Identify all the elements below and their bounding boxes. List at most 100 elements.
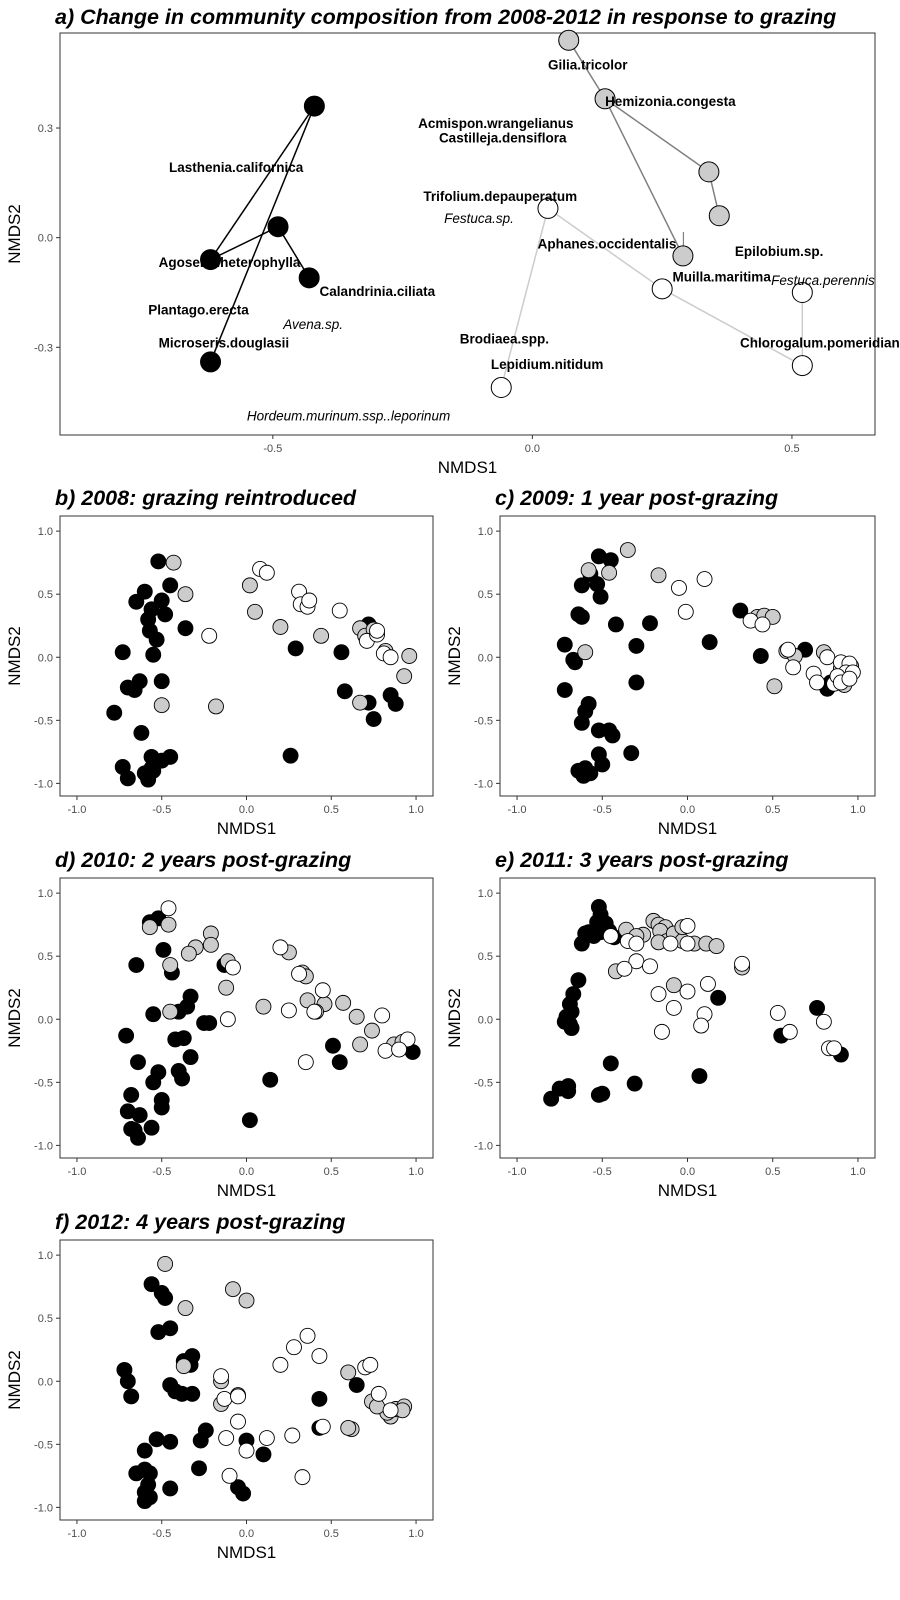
data-point-black [365,711,382,728]
data-point-black [106,704,123,721]
data-point-white [602,928,619,944]
y-tick-label: -1.0 [474,778,493,790]
data-point-black [331,1054,348,1071]
x-tick-label: 0.0 [680,804,695,816]
data-point-black [570,972,587,989]
species-label: Trifolium.depauperatum [423,189,577,204]
data-point-grey [558,29,580,51]
data-point-black [556,636,573,653]
x-tick-label: 1.0 [408,1528,423,1540]
x-tick-label: 1.0 [850,1166,865,1178]
data-point-white [286,1339,302,1356]
data-point-white [653,1023,670,1040]
x-tick-label: 0.0 [239,804,254,816]
data-point-black [628,674,645,691]
panel-d: d) 2010: 2 years post-grazing -1.0 -0.5 0.0… [5,848,434,1200]
data-point-black [148,631,165,648]
data-point-black [167,1031,184,1048]
panel-a: a) Change in community composition from … [5,5,900,477]
data-point-white [160,900,177,917]
data-point-white [306,1003,323,1020]
data-point-white [272,939,289,956]
data-point-white [651,278,673,300]
data-point-white [815,1013,832,1030]
data-point-grey [177,586,194,603]
species-label: Epilobium.sp. [735,244,824,259]
y-tick-label: -1.0 [34,778,53,790]
trajectory-line-grey [568,39,606,100]
data-point-white [362,1356,379,1373]
y-tick-label: 0.3 [38,123,53,135]
y-tick-label: 0.0 [38,1376,53,1388]
data-point-black [162,1433,179,1450]
data-point-grey [208,698,224,715]
data-point-grey [177,1300,194,1317]
trajectory-line-grey [604,98,710,173]
y-tick-label: 0.0 [38,652,53,664]
x-tick-label: -0.5 [152,804,171,816]
data-point-black [809,999,825,1016]
trajectory-line-white [500,208,549,388]
data-point-white [216,1390,233,1407]
data-point-grey [708,205,730,227]
data-point-white [221,1467,238,1484]
species-label: Microseris.douglasii [159,335,290,350]
y-tick-label: 1.0 [478,526,493,538]
data-point-black [325,1037,341,1054]
x-tick-label: 0.0 [525,443,540,455]
x-tick-label: -0.5 [152,1166,171,1178]
data-point-black [333,644,350,661]
panel-title: e) 2011: 3 years post-grazing [495,848,789,872]
data-point-white [201,627,218,644]
data-point-black [560,1078,577,1095]
data-point-black [131,673,148,690]
data-point-grey [619,542,636,559]
y-tick-label: 1.0 [38,1250,53,1262]
x-tick-label: 0.5 [324,1166,339,1178]
data-point-black [130,1129,146,1146]
species-label: Acmispon.wrangelianus [418,116,573,131]
data-point-white [311,1348,328,1364]
x-axis-title: NMDS1 [658,819,718,838]
data-point-grey [202,936,219,953]
data-point-white [769,1005,786,1021]
data-point-white [258,564,275,581]
data-point-black [604,727,621,744]
data-point-black [162,577,179,594]
x-tick-label: -1.0 [67,1166,86,1178]
data-point-black [577,925,594,942]
y-axis-title: NMDS2 [5,988,24,1048]
data-point-black [573,608,590,625]
trajectory-line-grey [604,98,684,257]
data-point-black [123,1086,140,1103]
data-point-white [791,355,813,377]
data-point-black [179,998,196,1015]
y-tick-label: 0.0 [478,652,493,664]
panel-b: b) 2008: grazing reintroduced -1.0 -0.5 0.0… [5,486,434,838]
data-point-black [136,1442,153,1459]
panel-c: c) 2009: 1 year post-grazing -1.0 -0.5 0.0 0… [445,486,876,838]
data-point-black [192,1432,209,1449]
data-point-black [387,695,404,712]
data-point-black [150,553,167,570]
data-point-white [301,592,318,609]
data-point-black [177,620,194,637]
y-tick-label: 0.5 [38,589,53,601]
y-tick-label: -0.5 [474,1077,493,1089]
data-point-black [200,249,222,271]
data-point-black [182,1049,199,1066]
species-label: Chlorogalum.pomeridianum [740,335,900,350]
x-tick-label: -1.0 [67,804,86,816]
data-point-black [150,1324,167,1341]
data-point-white [331,602,348,619]
data-point-grey [650,567,667,584]
data-point-white [299,1327,316,1344]
x-tick-label: -0.5 [593,1166,612,1178]
x-tick-label: 0.5 [784,443,799,455]
x-tick-label: 1.0 [408,804,423,816]
species-label: Plantago.erecta [148,302,249,317]
data-point-black [563,1020,580,1037]
data-point-white [679,983,696,1000]
data-point-white [642,958,658,975]
data-point-black [162,748,179,765]
